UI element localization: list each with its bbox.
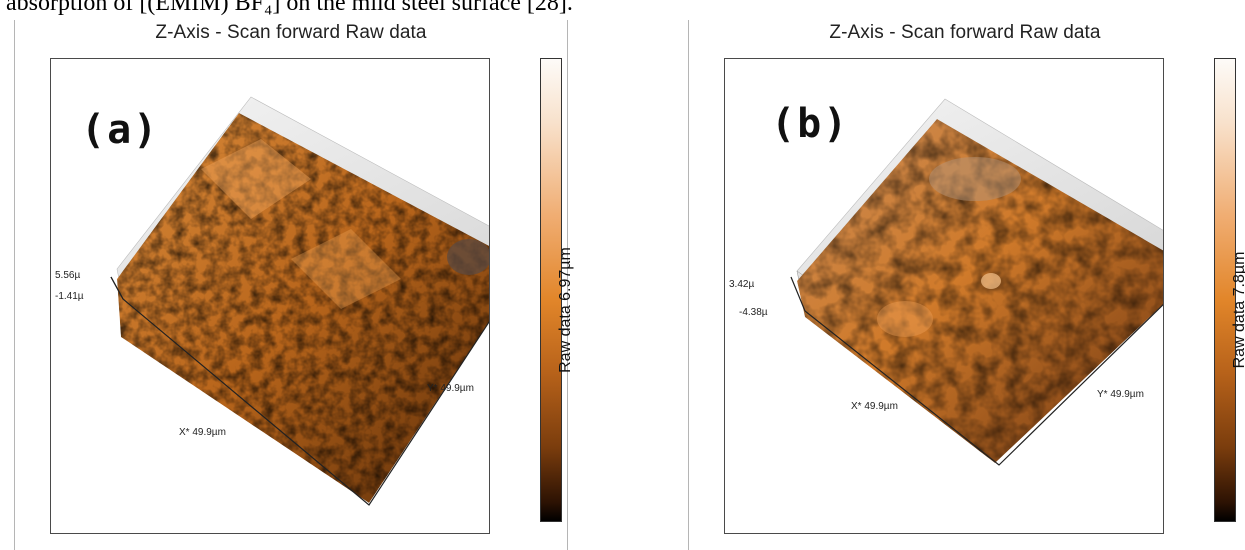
figure-caption-text: absorption of [(EMIM) BF₄] on the mild s…: [6, 0, 573, 16]
plot-area: 3.42µ -4.38µ X* 49.9µm Y* 49.9µm (b): [724, 58, 1164, 534]
z-top-label: 3.42µ: [729, 279, 754, 290]
y-axis-label: Y* 49.9µm: [427, 383, 474, 394]
z-top-label: 5.56µ: [55, 270, 80, 281]
colorbar: [1214, 58, 1236, 522]
afm-panel-b: Z-Axis - Scan forward Raw data: [688, 20, 1245, 550]
afm-panel-a: Z-Axis - Scan forward Raw data: [14, 20, 574, 550]
plot-area: 5.56µ -1.41µ X* 49.9µm Y* 49.9µm (a): [50, 58, 490, 534]
panel-title: Z-Axis - Scan forward Raw data: [155, 22, 427, 43]
z-bottom-label: -4.38µ: [739, 307, 768, 318]
x-axis-label: X* 49.9µm: [851, 401, 898, 412]
colorbar-label: Raw data 7.8µm: [1231, 251, 1245, 369]
panel-title: Z-Axis - Scan forward Raw data: [829, 22, 1101, 43]
colorbar: [540, 58, 562, 522]
x-axis-label: X* 49.9µm: [179, 427, 226, 438]
panel-letter: (a): [81, 107, 160, 153]
afm-surface-a: 5.56µ -1.41µ X* 49.9µm Y* 49.9µm: [55, 96, 489, 506]
panel-letter: (b): [771, 101, 850, 147]
afm-surface-b: 3.42µ -4.38µ X* 49.9µm Y* 49.9µm: [729, 98, 1163, 466]
y-axis-label: Y* 49.9µm: [1097, 389, 1144, 400]
colorbar-label: Raw data 6.97µm: [557, 247, 574, 373]
z-bottom-label: -1.41µ: [55, 291, 84, 302]
